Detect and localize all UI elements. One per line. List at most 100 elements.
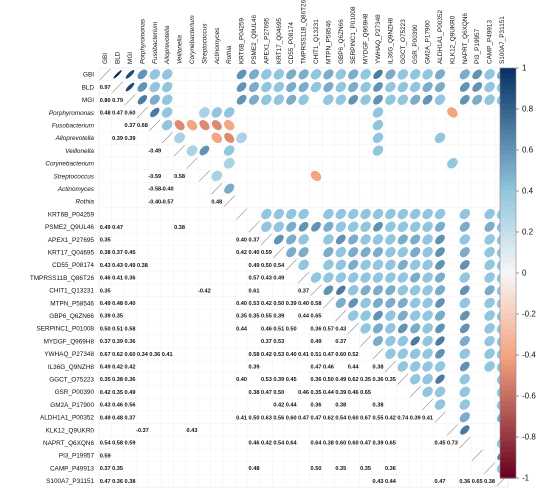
column-label: GGCT_O75223	[400, 19, 407, 64]
colorbar-segment	[500, 232, 516, 238]
correlation-ellipse	[372, 336, 384, 347]
colorbar-segment	[500, 344, 516, 351]
colorbar-segment	[500, 144, 516, 151]
correlation-ellipse	[434, 361, 446, 372]
correlation-ellipse	[335, 94, 347, 105]
correlation-value: 0.44	[348, 364, 360, 370]
correlation-value: 0.37	[100, 466, 111, 472]
colorbar-segment	[500, 201, 516, 207]
correlation-ellipse	[410, 323, 421, 334]
row-label: PSME2_Q9UL46	[45, 224, 94, 231]
colorbar-tick-label: 0.6	[522, 146, 534, 155]
diagonal-cell	[248, 221, 260, 233]
diagonal-cell	[347, 322, 359, 334]
correlation-ellipse	[323, 259, 334, 271]
correlation-value: 0.35	[385, 377, 396, 383]
correlation-ellipse	[409, 81, 421, 93]
correlation-value: 0.39	[100, 314, 111, 320]
correlation-ellipse	[459, 221, 470, 232]
correlation-value: 0.38	[335, 403, 346, 409]
diagonal-cell	[149, 119, 161, 131]
correlation-value: -0.59	[148, 174, 161, 180]
correlation-ellipse	[360, 285, 371, 296]
correlation-ellipse	[298, 69, 309, 80]
colorbar-segment	[500, 452, 516, 459]
correlation-ellipse	[459, 412, 470, 423]
colorbar-segment	[500, 365, 516, 371]
correlation-ellipse	[223, 107, 235, 118]
correlation-ellipse	[459, 259, 470, 270]
correlation-ellipse	[335, 221, 347, 232]
correlation-ellipse	[360, 208, 371, 220]
colorbar-segment	[500, 339, 516, 346]
correlation-ellipse	[459, 297, 471, 309]
colorbar-tick-label: 0.4	[522, 187, 534, 196]
colorbar-segment	[500, 406, 516, 412]
colorbar-segment	[500, 257, 516, 264]
correlation-value: 0.38	[249, 390, 260, 396]
correlation-ellipse	[150, 107, 160, 118]
correlation-ellipse	[298, 221, 309, 232]
row-label: Corynebacterium	[45, 161, 94, 168]
colorbar-segment	[500, 278, 516, 284]
correlation-ellipse	[360, 69, 371, 80]
correlation-ellipse	[397, 208, 409, 220]
row-label: Rothia	[76, 199, 95, 206]
correlation-ellipse	[348, 94, 359, 105]
correlation-value: 0.35	[249, 314, 260, 320]
correlation-ellipse	[409, 373, 421, 385]
correlation-value: 0.47	[323, 352, 334, 358]
correlation-value: 0.47	[435, 479, 446, 485]
colorbar-segment	[500, 165, 516, 172]
correlation-ellipse	[385, 69, 396, 80]
correlation-ellipse	[459, 69, 470, 80]
colorbar-segment	[500, 283, 516, 289]
correlation-ellipse	[385, 297, 396, 308]
correlation-ellipse	[434, 94, 446, 105]
correlation-ellipse	[409, 69, 421, 80]
column-label: GM2A_P17900	[425, 20, 432, 64]
correlation-ellipse	[435, 374, 445, 384]
diagonal-cell	[384, 360, 396, 373]
column-label: Actinomyces	[214, 27, 221, 65]
correlation-value: 0.35	[112, 390, 123, 396]
correlation-ellipse	[460, 425, 470, 435]
colorbar-segment	[500, 457, 516, 464]
correlation-ellipse	[410, 247, 421, 258]
correlation-ellipse	[348, 69, 359, 80]
correlation-value: 0.35	[100, 377, 111, 383]
correlation-ellipse	[199, 120, 210, 131]
correlation-ellipse	[285, 208, 297, 220]
colorbar-segment	[500, 216, 516, 223]
correlation-ellipse	[137, 95, 148, 105]
correlation-ellipse	[422, 246, 433, 258]
column-label: NAPRT_Q6XQN6	[462, 13, 469, 64]
correlation-ellipse	[409, 348, 421, 359]
correlation-ellipse	[422, 221, 433, 232]
correlation-ellipse	[373, 69, 383, 80]
row-label: GBP6_Q6ZN66	[49, 313, 94, 320]
correlation-value: 0.80	[100, 98, 111, 104]
column-label: ALDH1A1_P00352	[437, 10, 444, 64]
colorbar-segment	[500, 298, 516, 305]
correlation-ellipse	[435, 247, 445, 258]
correlation-value: 0.39	[286, 301, 297, 307]
colorbar-segment	[500, 103, 516, 110]
column-label: BLD	[115, 51, 122, 64]
correlation-ellipse	[174, 132, 185, 144]
correlation-value: 0.54	[273, 263, 285, 269]
row-label: PI3_P19957	[59, 453, 95, 460]
column-label: KRT17_Q04695	[276, 17, 283, 64]
colorbar-segment	[500, 180, 516, 187]
correlation-ellipse	[372, 234, 384, 245]
colorbar-segment	[500, 421, 516, 428]
diagonal-cell	[335, 310, 347, 322]
correlation-ellipse	[373, 221, 383, 232]
column-label: Veillonella	[177, 35, 184, 64]
correlation-ellipse	[385, 246, 396, 258]
correlation-value: 0.37	[112, 250, 123, 256]
correlation-value: 0.46	[348, 390, 359, 396]
correlation-value: 0.59	[261, 250, 272, 256]
colorbar-segment	[500, 380, 516, 387]
colorbar-segment	[500, 170, 516, 177]
